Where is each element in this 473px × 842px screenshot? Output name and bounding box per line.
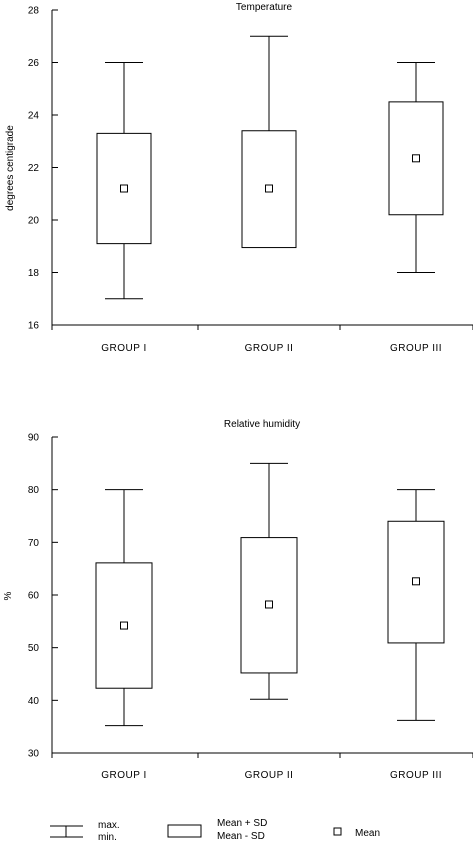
box-group-3 bbox=[387, 489, 445, 721]
legend-min-label: min. bbox=[98, 832, 117, 842]
y-tick-label: 18 bbox=[28, 268, 40, 279]
legend-mean-minus-sd-label: Mean - SD bbox=[217, 831, 265, 842]
category-labels: GROUP I GROUP II GROUP III bbox=[101, 770, 442, 781]
legend-mean-symbol bbox=[333, 827, 342, 836]
temperature-chart: Temperature degrees centigrade 16 18 20 22 2… bbox=[5, 2, 473, 354]
box-series bbox=[95, 462, 445, 727]
mean-marker bbox=[412, 154, 420, 163]
y-ticks: 16 18 20 22 24 26 28 bbox=[28, 6, 58, 332]
y-tick-label: 28 bbox=[28, 6, 40, 17]
mean-marker bbox=[265, 600, 273, 609]
box-group-1 bbox=[95, 489, 153, 727]
chart-title: Relative humidity bbox=[224, 419, 300, 430]
x-ticks bbox=[51, 753, 473, 758]
mean-marker bbox=[120, 621, 128, 630]
mean-marker bbox=[265, 184, 273, 193]
category-label: GROUP II bbox=[245, 770, 294, 781]
y-tick-label: 30 bbox=[28, 749, 40, 760]
category-label: GROUP II bbox=[245, 343, 294, 354]
chart-title: Temperature bbox=[236, 2, 293, 13]
category-label: GROUP I bbox=[101, 770, 147, 781]
legend-mean-plus-sd-label: Mean + SD bbox=[217, 818, 267, 829]
y-tick-label: 22 bbox=[28, 163, 40, 174]
y-axis-label: degrees centigrade bbox=[5, 125, 16, 211]
box-group-1 bbox=[96, 62, 152, 300]
legend-max-label: max. bbox=[98, 820, 120, 831]
box-group-2 bbox=[240, 462, 298, 700]
y-tick-label: 26 bbox=[28, 58, 40, 69]
mean-marker bbox=[120, 184, 128, 193]
y-tick-label: 16 bbox=[28, 321, 40, 332]
legend-range-symbol bbox=[50, 825, 83, 838]
sd-box bbox=[388, 101, 444, 216]
y-tick-label: 50 bbox=[28, 643, 40, 654]
y-tick-label: 80 bbox=[28, 485, 40, 496]
y-tick-label: 60 bbox=[28, 591, 40, 602]
box-series bbox=[96, 35, 444, 300]
category-label: GROUP I bbox=[101, 343, 147, 354]
box-group-2 bbox=[241, 35, 297, 249]
category-labels: GROUP I GROUP II GROUP III bbox=[101, 343, 442, 354]
y-tick-label: 40 bbox=[28, 696, 40, 707]
legend: max. min. Mean + SD Mean - SD Mean bbox=[50, 818, 380, 842]
box-group-3 bbox=[388, 62, 444, 273]
category-label: GROUP III bbox=[390, 343, 442, 354]
humidity-chart: Relative humidity % 30 40 50 60 70 80 90 GROUP… bbox=[3, 419, 473, 781]
y-ticks: 30 40 50 60 70 80 90 bbox=[28, 433, 58, 760]
category-label: GROUP III bbox=[390, 770, 442, 781]
legend-sd-box-symbol bbox=[167, 824, 202, 838]
x-ticks bbox=[51, 325, 473, 330]
y-axis-label: % bbox=[3, 591, 14, 600]
y-tick-label: 90 bbox=[28, 433, 40, 444]
legend-mean-label: Mean bbox=[355, 828, 380, 839]
y-tick-label: 20 bbox=[28, 216, 40, 227]
y-tick-label: 70 bbox=[28, 538, 40, 549]
mean-marker bbox=[412, 577, 420, 586]
y-tick-label: 24 bbox=[28, 111, 40, 122]
